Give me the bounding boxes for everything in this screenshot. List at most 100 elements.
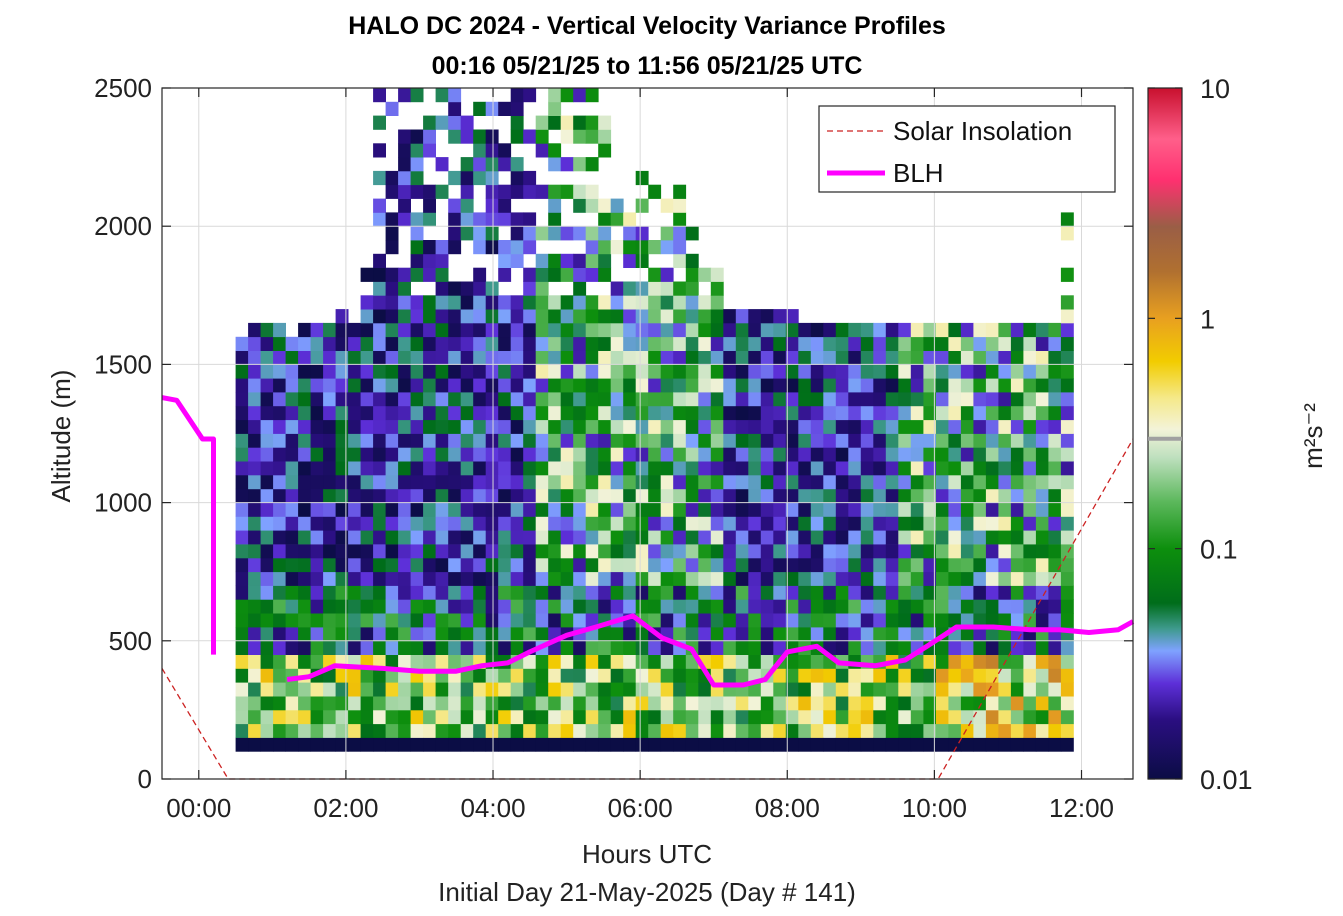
heatmap-cell <box>523 557 537 573</box>
heatmap-cell <box>485 364 499 379</box>
heatmap-cell <box>535 143 549 158</box>
heatmap-cell <box>585 378 599 393</box>
heatmap-cell <box>735 557 749 573</box>
heatmap-cell <box>285 682 299 697</box>
heatmap-cell <box>423 530 436 545</box>
heatmap-cell <box>435 281 449 296</box>
heatmap-cell <box>448 447 462 462</box>
heatmap-cell <box>423 350 436 365</box>
heatmap-cell <box>698 488 712 503</box>
heatmap-cell <box>360 516 374 531</box>
heatmap-cell <box>448 723 462 738</box>
heatmap-cell <box>448 212 462 227</box>
heatmap-cell <box>1023 640 1037 655</box>
heatmap-cell <box>435 267 449 282</box>
heatmap-cell <box>398 267 411 282</box>
heatmap-cell <box>548 157 562 172</box>
heatmap-cell <box>560 682 574 697</box>
heatmap-cell <box>410 557 424 573</box>
heatmap-cell <box>748 516 762 531</box>
heatmap-cell <box>398 585 411 600</box>
heatmap-cell <box>535 709 549 725</box>
heatmap-cell <box>648 322 662 338</box>
heatmap-cell <box>685 627 699 642</box>
heatmap-cell <box>360 447 374 462</box>
heatmap-cell <box>498 613 512 628</box>
heatmap-cell <box>298 723 311 738</box>
heatmap-cell <box>648 350 662 365</box>
heatmap-cell <box>1010 557 1024 573</box>
heatmap-cell <box>535 433 549 448</box>
heatmap-cell <box>1023 585 1037 600</box>
heatmap-cell <box>535 585 549 600</box>
heatmap-cell <box>960 613 974 628</box>
heatmap-cell <box>573 115 587 130</box>
heatmap-cell <box>810 682 824 697</box>
heatmap-cell <box>935 322 949 338</box>
heatmap-cell <box>610 516 624 531</box>
heatmap-cell <box>410 571 424 586</box>
heatmap-cell <box>823 502 837 517</box>
heatmap-cell <box>248 461 261 476</box>
heatmap-cell <box>923 405 937 421</box>
heatmap-cell <box>773 682 787 697</box>
heatmap-cell <box>948 502 962 517</box>
heatmap-cell <box>848 668 862 683</box>
heatmap-cell <box>935 392 949 407</box>
heatmap-cell <box>910 419 924 434</box>
heatmap-cell <box>1035 336 1049 351</box>
heatmap-cell <box>873 599 887 614</box>
heatmap-cell <box>810 350 824 365</box>
heatmap-cell <box>648 682 662 697</box>
heatmap-cell <box>673 253 687 268</box>
heatmap-cell <box>585 488 599 503</box>
heatmap-cell <box>385 475 399 490</box>
heatmap-cell <box>348 516 361 531</box>
heatmap-cell <box>398 640 411 655</box>
heatmap-cell <box>1048 364 1062 379</box>
heatmap-cell <box>1035 502 1049 517</box>
heatmap-cell <box>735 419 749 434</box>
heatmap-cell <box>485 640 499 655</box>
heatmap-cell <box>485 544 499 559</box>
x-tick-label: 10:00 <box>902 793 967 823</box>
heatmap-cell <box>823 668 837 683</box>
heatmap-cell <box>485 488 499 503</box>
heatmap-cell <box>535 392 549 407</box>
heatmap-cell <box>798 447 812 462</box>
heatmap-cell <box>298 599 311 614</box>
heatmap-cell <box>485 212 499 227</box>
heatmap-cell <box>898 571 912 586</box>
heatmap-cell <box>510 737 524 752</box>
heatmap-cell <box>898 475 912 490</box>
heatmap-cell <box>623 723 637 738</box>
heatmap-cell <box>923 530 937 545</box>
heatmap-cell <box>510 184 524 199</box>
heatmap-cell <box>523 516 537 531</box>
heatmap-cell <box>448 405 462 421</box>
heatmap-cell <box>285 447 299 462</box>
heatmap-cell <box>610 530 624 545</box>
heatmap-cell <box>523 336 537 351</box>
heatmap-cell <box>1010 696 1024 711</box>
heatmap-cell <box>1048 585 1062 600</box>
heatmap-cell <box>335 530 349 545</box>
heatmap-cell <box>485 709 499 725</box>
heatmap-cell <box>535 226 549 241</box>
heatmap-cell <box>410 322 424 338</box>
heatmap-cell <box>898 737 912 752</box>
heatmap-cell <box>948 613 962 628</box>
heatmap-cell <box>623 585 637 600</box>
heatmap-cell <box>310 502 324 517</box>
heatmap-cell <box>698 405 712 421</box>
heatmap-cell <box>585 599 599 614</box>
heatmap-cell <box>398 723 411 738</box>
heatmap-cell <box>310 392 324 407</box>
heatmap-cell <box>785 571 799 586</box>
heatmap-cell <box>385 571 399 586</box>
heatmap-cell <box>423 392 436 407</box>
heatmap-cell <box>460 364 474 379</box>
heatmap-cell <box>298 378 311 393</box>
heatmap-cell <box>573 447 587 462</box>
